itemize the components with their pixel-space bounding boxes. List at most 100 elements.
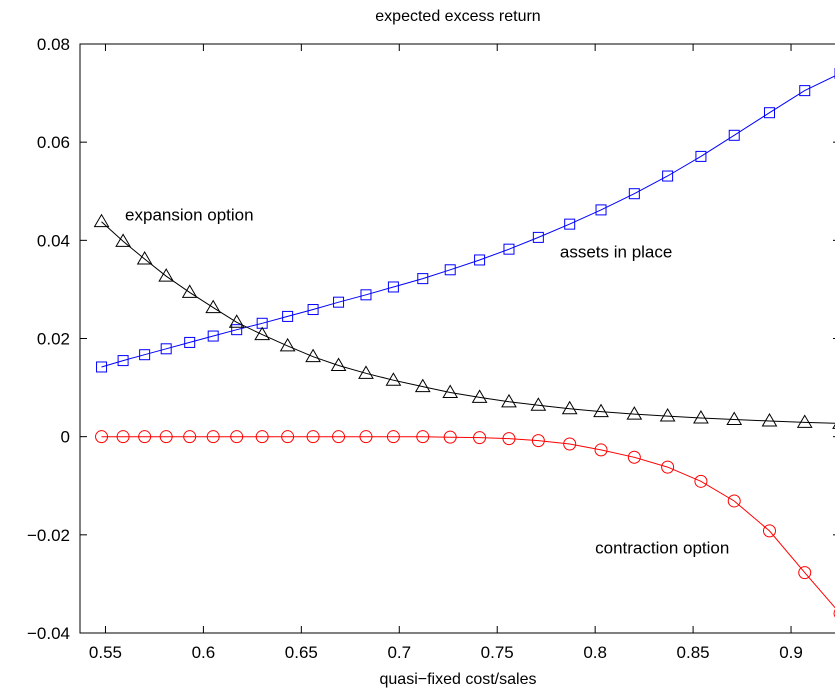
data-point-expansion-option-23 [726, 411, 743, 425]
data-point-contraction-option-0 [95, 430, 109, 444]
y-tick-label-1: −0.02 [27, 526, 70, 545]
data-point-contraction-option-4 [183, 430, 197, 444]
data-point-contraction-option-2 [138, 430, 152, 444]
x-axis-label: quasi−fixed cost/sales [380, 671, 537, 688]
data-point-assets-in-place-16 [503, 243, 515, 255]
data-point-assets-in-place-11 [360, 289, 372, 301]
data-point-assets-in-place-6 [231, 324, 243, 336]
data-point-contraction-option-8 [281, 430, 295, 444]
data-point-expansion-option-21 [659, 408, 676, 422]
data-point-expansion-option-25 [796, 414, 813, 428]
data-point-expansion-option-2 [136, 250, 153, 265]
data-point-contraction-option-19 [594, 443, 608, 457]
data-point-contraction-option-9 [306, 430, 320, 444]
data-point-contraction-option-23 [727, 494, 741, 508]
data-point-assets-in-place-8 [282, 310, 294, 322]
data-point-expansion-option-8 [279, 337, 296, 352]
annotation-label-2: contraction option [595, 538, 729, 557]
x-tick-label-3: 0.7 [387, 643, 411, 662]
data-point-contraction-option-18 [563, 437, 577, 451]
data-point-assets-in-place-22 [695, 150, 707, 162]
x-tick-label-2: 0.65 [285, 643, 318, 662]
data-point-assets-in-place-9 [307, 304, 319, 316]
data-point-assets-in-place-25 [799, 85, 811, 97]
x-tick-label-6: 0.85 [677, 643, 710, 662]
series-line-expansion-option [101, 221, 835, 424]
y-tick-label-0: −0.04 [27, 624, 70, 643]
data-point-contraction-option-14 [443, 430, 457, 444]
data-point-expansion-option-19 [593, 403, 609, 418]
data-point-assets-in-place-3 [160, 343, 172, 355]
y-tick-label-4: 0.04 [37, 231, 70, 250]
data-point-expansion-option-20 [626, 406, 643, 420]
data-point-contraction-option-13 [416, 430, 430, 444]
data-point-expansion-option-9 [305, 348, 321, 363]
data-point-contraction-option-21 [661, 460, 675, 474]
data-point-contraction-option-16 [502, 432, 516, 446]
data-point-assets-in-place-18 [564, 218, 576, 230]
data-point-expansion-option-11 [358, 365, 374, 379]
chart-title: expected excess return [375, 8, 540, 25]
data-point-contraction-option-3 [159, 430, 173, 444]
data-point-contraction-option-7 [255, 430, 269, 444]
data-point-expansion-option-16 [501, 393, 517, 408]
data-point-contraction-option-10 [332, 430, 346, 444]
data-point-expansion-option-1 [115, 233, 131, 247]
x-tick-label-4: 0.75 [481, 643, 514, 662]
data-point-expansion-option-18 [561, 400, 578, 415]
data-point-assets-in-place-13 [417, 273, 429, 285]
data-point-assets-in-place-2 [139, 349, 151, 361]
data-point-contraction-option-6 [230, 430, 244, 444]
data-point-expansion-option-0 [93, 213, 110, 228]
data-point-assets-in-place-24 [763, 107, 775, 119]
data-point-contraction-option-1 [116, 430, 130, 444]
data-point-expansion-option-22 [693, 410, 709, 424]
data-point-assets-in-place-21 [662, 170, 674, 182]
data-point-expansion-option-6 [228, 314, 245, 328]
data-point-expansion-option-3 [158, 268, 175, 282]
annotation-label-1: assets in place [560, 243, 672, 262]
plot-area: expansion option assets in place contracti… [93, 67, 835, 618]
data-point-contraction-option-22 [694, 474, 708, 488]
data-point-contraction-option-25 [798, 566, 812, 580]
x-tick-label-1: 0.6 [192, 643, 216, 662]
data-point-contraction-option-15 [473, 431, 487, 445]
data-point-assets-in-place-20 [628, 188, 640, 200]
data-point-contraction-option-5 [206, 430, 220, 444]
data-point-assets-in-place-15 [474, 254, 486, 266]
data-point-assets-in-place-23 [728, 129, 740, 141]
data-point-expansion-option-5 [205, 299, 222, 314]
data-point-assets-in-place-14 [444, 264, 456, 276]
data-point-expansion-option-13 [414, 378, 431, 393]
data-point-expansion-option-10 [330, 357, 347, 371]
data-point-assets-in-place-19 [595, 204, 607, 216]
data-point-assets-in-place-17 [532, 231, 544, 243]
x-tick-label-0: 0.55 [89, 643, 122, 662]
axis-ticks: 0.55 0.6 0.65 0.7 0.75 0.8 0.85 0.9 −0.04 −0.02 0 0… [27, 35, 835, 662]
x-tick-label-5: 0.8 [583, 643, 607, 662]
data-point-contraction-option-20 [627, 450, 641, 464]
data-point-contraction-option-24 [762, 524, 776, 538]
data-point-expansion-option-17 [530, 397, 547, 411]
data-point-assets-in-place-12 [387, 281, 399, 293]
data-point-assets-in-place-1 [117, 355, 129, 367]
data-point-expansion-option-24 [761, 412, 778, 427]
data-point-assets-in-place-5 [207, 330, 219, 342]
data-point-contraction-option-12 [386, 430, 400, 444]
y-tick-label-2: 0 [61, 428, 70, 447]
data-point-contraction-option-17 [531, 434, 545, 448]
series-line-contraction-option [101, 436, 835, 609]
x-tick-label-7: 0.9 [779, 643, 803, 662]
y-tick-label-3: 0.02 [37, 330, 70, 349]
y-tick-label-5: 0.06 [37, 133, 70, 152]
data-point-contraction-option-26 [833, 609, 835, 618]
data-point-expansion-option-14 [442, 384, 459, 398]
annotation-label-0: expansion option [125, 206, 254, 225]
data-point-assets-in-place-4 [184, 336, 196, 348]
data-point-expansion-option-7 [254, 326, 271, 341]
data-point-expansion-option-12 [385, 372, 402, 386]
data-point-assets-in-place-10 [333, 296, 345, 308]
data-point-expansion-option-15 [471, 389, 488, 403]
